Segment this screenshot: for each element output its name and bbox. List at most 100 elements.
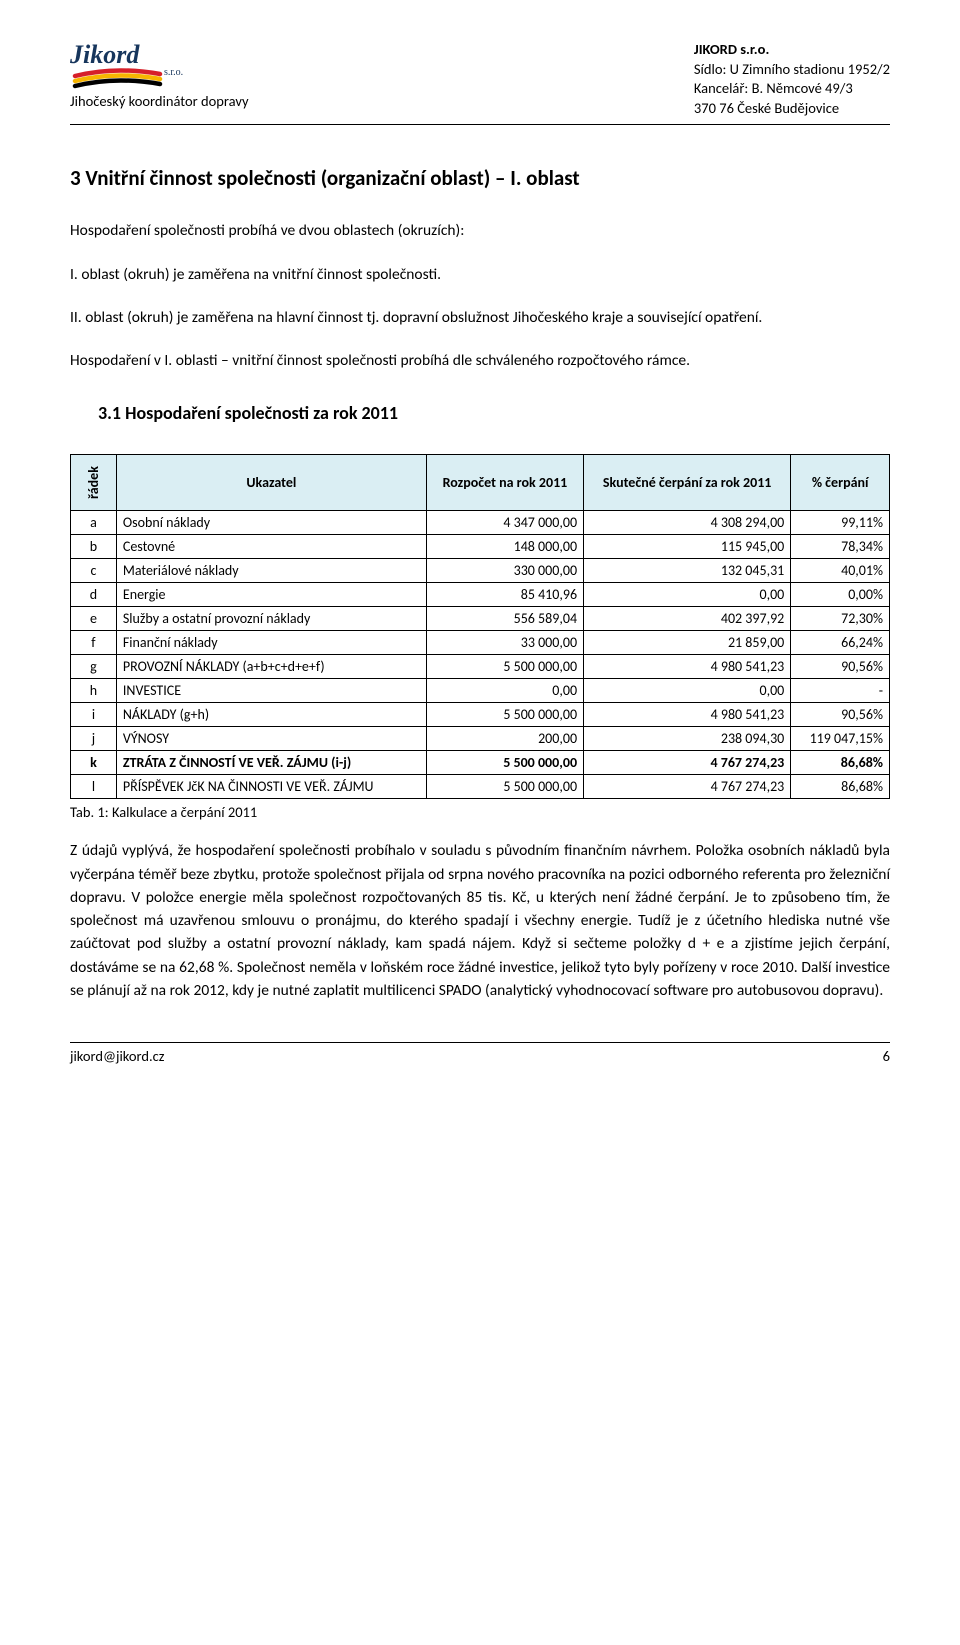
row-value: 5 500 000,00 — [426, 775, 583, 799]
company-address-line: Sídlo: U Zimního stadionu 1952/2 — [694, 60, 890, 80]
row-value: 99,11% — [791, 511, 890, 535]
col-header-actual: Skutečné čerpání za rok 2011 — [584, 455, 791, 511]
svg-text:s.r.o.: s.r.o. — [164, 67, 183, 78]
row-label: INVESTICE — [116, 679, 426, 703]
row-value: 115 945,00 — [584, 535, 791, 559]
row-value: 5 500 000,00 — [426, 703, 583, 727]
row-value: 119 047,15% — [791, 727, 890, 751]
table-row: kZTRÁTA Z ČINNOSTÍ VE VEŘ. ZÁJMU (i-j)5 … — [71, 751, 890, 775]
list-item-2: II. oblast (okruh) je zaměřena na hlavní… — [110, 306, 890, 329]
table-row: bCestovné148 000,00115 945,0078,34% — [71, 535, 890, 559]
company-address-line: 370 76 České Budějovice — [694, 99, 890, 119]
row-value: 4 767 274,23 — [584, 775, 791, 799]
budget-table: řádek Ukazatel Rozpočet na rok 2011 Skut… — [70, 454, 890, 799]
table-row: aOsobní náklady4 347 000,004 308 294,009… — [71, 511, 890, 535]
row-label: Finanční náklady — [116, 631, 426, 655]
table-row: dEnergie85 410,960,000,00% — [71, 583, 890, 607]
row-value: 4 308 294,00 — [584, 511, 791, 535]
row-label: Cestovné — [116, 535, 426, 559]
row-label: PŘÍSPĚVEK JčK NA ČINNOSTI VE VEŘ. ZÁJMU — [116, 775, 426, 799]
logo: Jikord s.r.o. — [70, 40, 249, 90]
table-row: fFinanční náklady33 000,0021 859,0066,24… — [71, 631, 890, 655]
row-value: 21 859,00 — [584, 631, 791, 655]
row-value: 330 000,00 — [426, 559, 583, 583]
row-label: NÁKLADY (g+h) — [116, 703, 426, 727]
row-value: 148 000,00 — [426, 535, 583, 559]
table-row: jVÝNOSY200,00238 094,30119 047,15% — [71, 727, 890, 751]
row-value: 40,01% — [791, 559, 890, 583]
table-row: cMateriálové náklady330 000,00132 045,31… — [71, 559, 890, 583]
col-header-pct: % čerpání — [791, 455, 890, 511]
section-title: 3 Vnitřní činnost společnosti (organizač… — [70, 165, 890, 191]
row-value: 4 767 274,23 — [584, 751, 791, 775]
row-value: 4 980 541,23 — [584, 655, 791, 679]
paragraph-2: Hospodaření v I. oblasti – vnitřní činno… — [70, 349, 890, 372]
row-value: 66,24% — [791, 631, 890, 655]
header-left: Jikord s.r.o. Jihočeský koordinátor dopr… — [70, 40, 249, 110]
table-caption: Tab. 1: Kalkulace a čerpání 2011 — [70, 803, 890, 821]
svg-text:Jikord: Jikord — [70, 40, 140, 69]
row-value: - — [791, 679, 890, 703]
row-value: 86,68% — [791, 751, 890, 775]
row-value: 5 500 000,00 — [426, 751, 583, 775]
row-index: f — [71, 631, 117, 655]
row-value: 72,30% — [791, 607, 890, 631]
row-label: Materiálové náklady — [116, 559, 426, 583]
jikord-logo-icon: Jikord s.r.o. — [70, 40, 220, 90]
row-value: 86,68% — [791, 775, 890, 799]
row-value: 0,00 — [426, 679, 583, 703]
row-index: d — [71, 583, 117, 607]
row-index: i — [71, 703, 117, 727]
subsection-title: 3.1 Hospodaření společnosti za rok 2011 — [98, 402, 890, 424]
row-value: 0,00% — [791, 583, 890, 607]
page-header: Jikord s.r.o. Jihočeský koordinátor dopr… — [70, 40, 890, 118]
table-row: gPROVOZNÍ NÁKLADY (a+b+c+d+e+f)5 500 000… — [71, 655, 890, 679]
table-row: hINVESTICE0,000,00- — [71, 679, 890, 703]
row-value: 5 500 000,00 — [426, 655, 583, 679]
header-right: JIKORD s.r.o. Sídlo: U Zimního stadionu … — [694, 40, 890, 118]
row-value: 402 397,92 — [584, 607, 791, 631]
row-label: Služby a ostatní provozní náklady — [116, 607, 426, 631]
row-label: Osobní náklady — [116, 511, 426, 535]
company-address-line: Kancelář: B. Němcové 49/3 — [694, 79, 890, 99]
row-value: 90,56% — [791, 703, 890, 727]
table-row: eSlužby a ostatní provozní náklady556 58… — [71, 607, 890, 631]
row-value: 4 347 000,00 — [426, 511, 583, 535]
row-index: k — [71, 751, 117, 775]
row-value: 4 980 541,23 — [584, 703, 791, 727]
footer-page-number: 6 — [883, 1047, 890, 1065]
row-value: 238 094,30 — [584, 727, 791, 751]
row-value: 90,56% — [791, 655, 890, 679]
row-index: h — [71, 679, 117, 703]
header-tagline: Jihočeský koordinátor dopravy — [70, 92, 249, 110]
row-index: c — [71, 559, 117, 583]
row-label: Energie — [116, 583, 426, 607]
row-index: j — [71, 727, 117, 751]
row-label: VÝNOSY — [116, 727, 426, 751]
intro-paragraph: Hospodaření společnosti probíhá ve dvou … — [70, 219, 890, 242]
row-index: g — [71, 655, 117, 679]
row-value: 132 045,31 — [584, 559, 791, 583]
row-index: b — [71, 535, 117, 559]
table-header-row: řádek Ukazatel Rozpočet na rok 2011 Skut… — [71, 455, 890, 511]
row-value: 85 410,96 — [426, 583, 583, 607]
footer-email: jikord@jikord.cz — [70, 1047, 165, 1065]
row-index: a — [71, 511, 117, 535]
table-row: lPŘÍSPĚVEK JčK NA ČINNOSTI VE VEŘ. ZÁJMU… — [71, 775, 890, 799]
col-header-budget: Rozpočet na rok 2011 — [426, 455, 583, 511]
row-index: l — [71, 775, 117, 799]
header-divider — [70, 124, 890, 125]
row-index: e — [71, 607, 117, 631]
row-value: 78,34% — [791, 535, 890, 559]
conclusion-paragraph: Z údajů vyplývá, že hospodaření společno… — [70, 839, 890, 1002]
table-row: iNÁKLADY (g+h)5 500 000,004 980 541,2390… — [71, 703, 890, 727]
row-label: ZTRÁTA Z ČINNOSTÍ VE VEŘ. ZÁJMU (i-j) — [116, 751, 426, 775]
row-label: PROVOZNÍ NÁKLADY (a+b+c+d+e+f) — [116, 655, 426, 679]
list-item-1: I. oblast (okruh) je zaměřena na vnitřní… — [110, 263, 890, 286]
row-value: 200,00 — [426, 727, 583, 751]
col-header-ukazatel: Ukazatel — [116, 455, 426, 511]
row-value: 556 589,04 — [426, 607, 583, 631]
col-header-index: řádek — [71, 455, 117, 511]
company-name: JIKORD s.r.o. — [694, 40, 890, 60]
page-footer: jikord@jikord.cz 6 — [70, 1042, 890, 1065]
